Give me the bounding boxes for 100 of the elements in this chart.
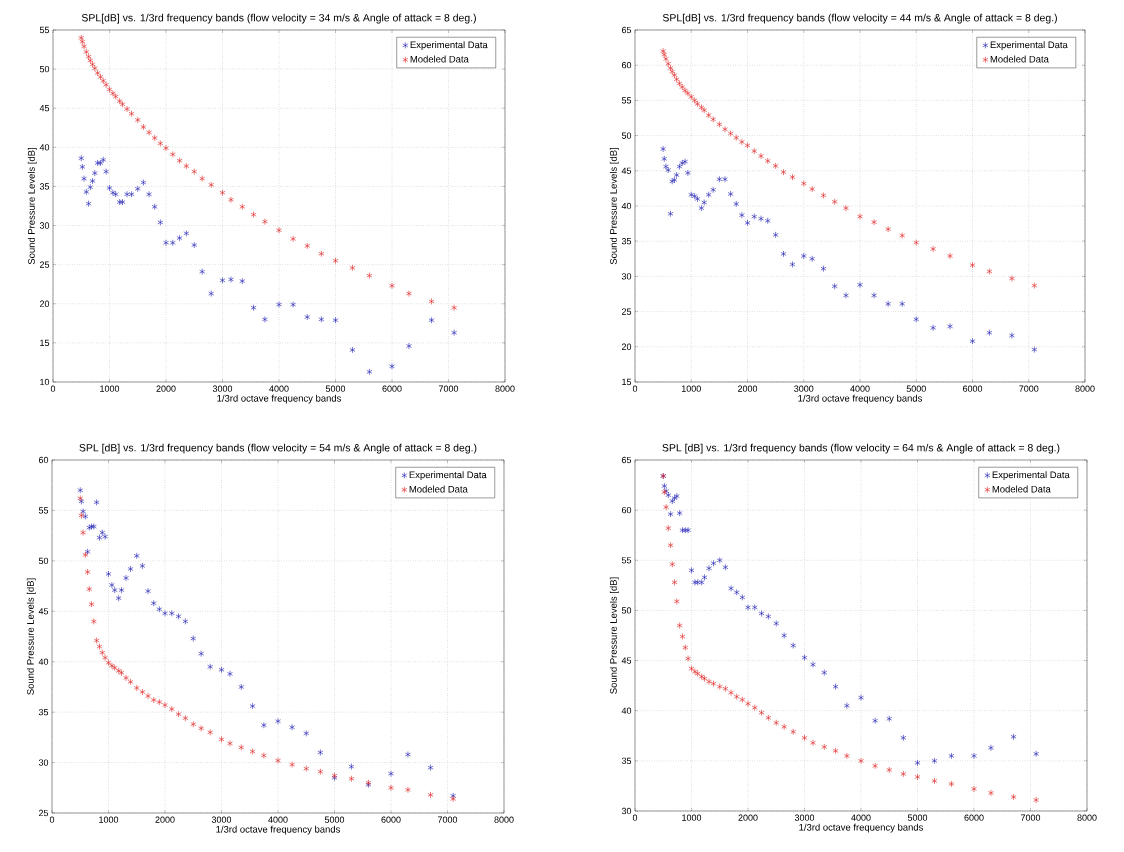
point [773, 719, 780, 727]
point [843, 292, 849, 299]
point [913, 239, 920, 246]
point [673, 75, 680, 83]
point [87, 183, 94, 191]
point [809, 255, 816, 263]
chart-title: SPL [dB] vs. 1/3rd frequency bands (flow velocity = 64 m/s & Angle of attack = 8 deg.) [662, 443, 1060, 454]
point [789, 261, 796, 268]
point [303, 730, 310, 737]
point [304, 242, 311, 250]
point [751, 704, 758, 712]
x-tick-label: 0 [49, 816, 55, 823]
point [685, 526, 692, 534]
point [705, 191, 712, 199]
point [739, 594, 746, 601]
point [694, 195, 701, 203]
point [780, 250, 787, 258]
y-tick-label: 55 [39, 26, 50, 34]
legend-label: Modeled Data [992, 485, 1051, 493]
point [710, 680, 717, 687]
point [276, 301, 282, 308]
x-tick-label: 7000 [1020, 814, 1041, 821]
x-tick-label: 6000 [381, 816, 401, 823]
point [781, 723, 788, 731]
y-tick-label: 60 [621, 62, 632, 69]
point [80, 529, 86, 536]
point [930, 324, 937, 332]
y-tick-label: 45 [38, 608, 49, 615]
y-tick-label: 45 [39, 105, 50, 112]
point [673, 598, 680, 605]
point [773, 620, 780, 627]
point [758, 152, 764, 160]
point [157, 219, 164, 226]
point [115, 594, 122, 602]
point [289, 761, 296, 768]
point [1031, 282, 1038, 289]
point [801, 734, 808, 742]
y-axis-title: Sound Pressure Levels [dB] [609, 577, 619, 694]
point [667, 210, 674, 218]
point [764, 157, 771, 165]
x-tick-label: 8000 [495, 385, 515, 392]
point [366, 272, 373, 279]
point [239, 277, 246, 285]
y-tick-label: 30 [621, 807, 632, 815]
point [427, 791, 434, 799]
y-tick-label: 40 [621, 202, 632, 210]
point [168, 705, 175, 713]
legend-label: Experimental Data [992, 471, 1070, 481]
point [208, 181, 215, 189]
point [175, 710, 182, 718]
point [238, 683, 245, 691]
point [227, 740, 233, 747]
legend-label: Modeled Data [410, 55, 469, 63]
y-tick-label: 15 [40, 339, 50, 347]
point [190, 720, 197, 728]
x-tick-label: 4000 [851, 814, 871, 821]
point [199, 268, 206, 275]
chart-title: SPL[dB] vs. 1/3rd frequency bands (flow velocity = 34 m/s & Angle of attack = 8 deg.) [81, 13, 476, 24]
point [663, 163, 669, 170]
point [688, 567, 695, 574]
point [758, 610, 765, 617]
point [831, 282, 838, 290]
point [733, 200, 740, 208]
chart-title: SPL[dB] vs. 1/3rd frequency bands (flow velocity = 44 m/s & Angle of attack = 8 deg.) [662, 13, 1057, 24]
point [249, 702, 256, 710]
x-tick-label: 1000 [682, 814, 702, 821]
point [733, 134, 740, 141]
point [947, 323, 953, 330]
point [162, 701, 168, 709]
point [199, 175, 206, 182]
point [427, 764, 434, 771]
point [986, 329, 993, 337]
legend-label: Experimental Data [990, 41, 1068, 51]
y-tick-label: 55 [621, 557, 632, 564]
y-axis-title: Sound Pressure Levels [dB] [27, 148, 37, 265]
point [90, 618, 97, 625]
point [886, 766, 893, 774]
point [157, 140, 164, 147]
point [739, 696, 746, 703]
point [716, 556, 723, 564]
x-tick-label: 1000 [100, 385, 120, 392]
point [947, 252, 953, 260]
point [667, 510, 674, 518]
y-tick-label: 50 [621, 607, 632, 614]
point [86, 585, 93, 593]
point [128, 190, 135, 198]
point [405, 751, 411, 758]
x-tick-label: 4000 [268, 816, 288, 823]
point [451, 329, 458, 337]
point [722, 125, 728, 133]
point [183, 230, 190, 237]
x-tick-label: 0 [50, 385, 56, 392]
point [728, 585, 734, 592]
y-tick-label: 40 [39, 144, 50, 151]
point [150, 696, 157, 704]
point [931, 777, 938, 785]
point [275, 717, 281, 725]
point [676, 509, 683, 517]
point [871, 292, 877, 299]
point [722, 564, 729, 571]
